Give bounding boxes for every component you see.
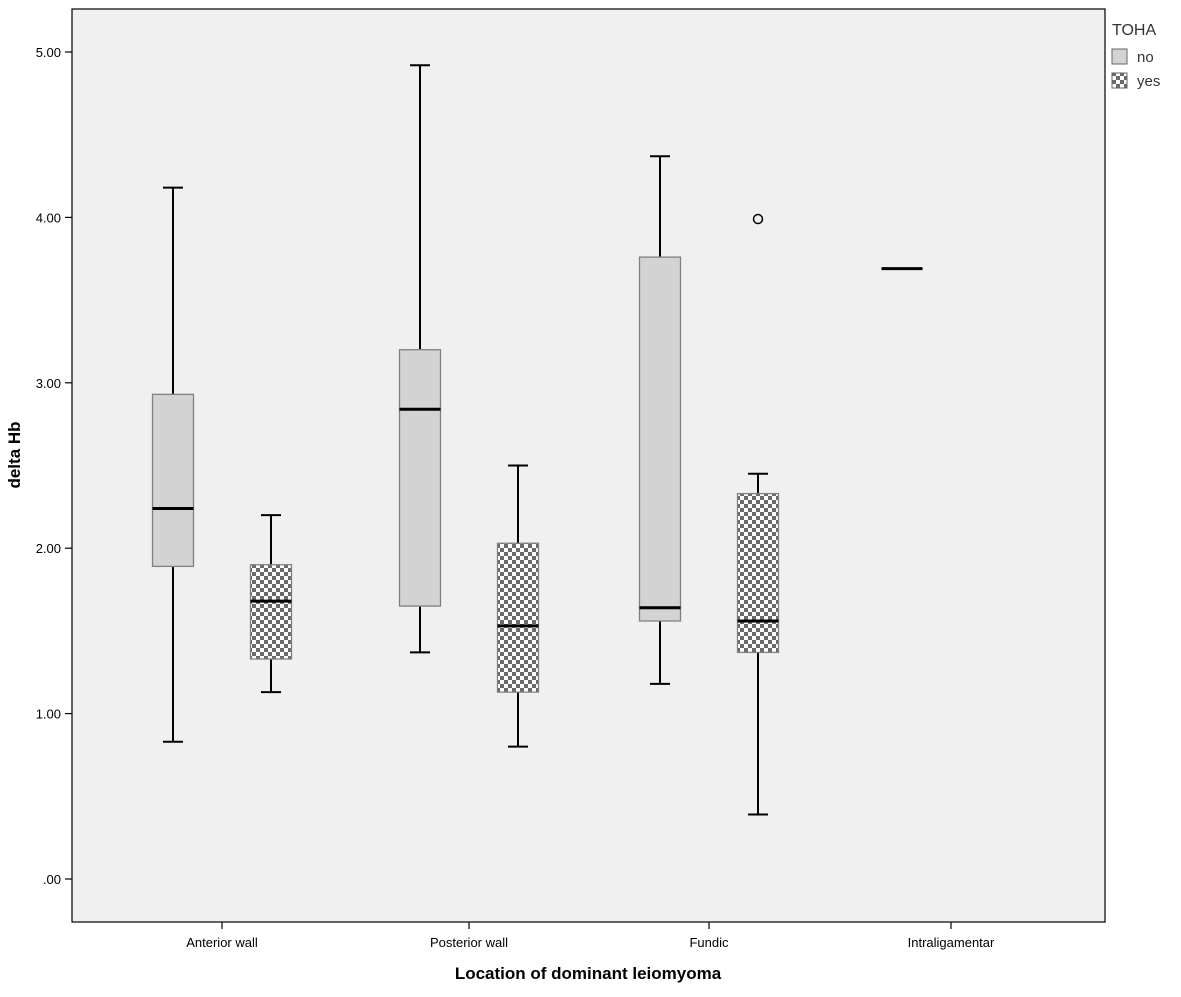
box-yes bbox=[496, 542, 540, 693]
box-yes bbox=[736, 492, 780, 654]
x-tick-label: Intraligamentar bbox=[908, 935, 995, 950]
box-no bbox=[638, 256, 682, 622]
y-axis-label: delta Hb bbox=[5, 421, 24, 488]
y-tick-label: .00 bbox=[43, 872, 61, 887]
x-tick-label: Anterior wall bbox=[186, 935, 258, 950]
x-tick-label: Fundic bbox=[689, 935, 729, 950]
plot-area bbox=[71, 8, 1106, 923]
box-no bbox=[151, 393, 195, 568]
legend-swatch-no bbox=[1111, 48, 1128, 65]
y-tick-label: 1.00 bbox=[36, 707, 61, 722]
y-tick-label: 3.00 bbox=[36, 376, 61, 391]
box-group bbox=[151, 64, 923, 816]
legend-label-no: no bbox=[1137, 49, 1154, 66]
legend-swatch-yes bbox=[1111, 72, 1128, 89]
y-tick-label: 4.00 bbox=[36, 210, 61, 225]
legend-label-yes: yes bbox=[1137, 73, 1160, 90]
box-yes bbox=[249, 564, 293, 660]
x-tick-label: Posterior wall bbox=[430, 935, 508, 950]
x-axis-label: Location of dominant leiomyoma bbox=[455, 964, 722, 983]
y-tick-label: 2.00 bbox=[36, 541, 61, 556]
y-axis: .00 1.00 2.00 3.00 4.00 5.00 bbox=[36, 45, 72, 887]
box-no bbox=[398, 349, 442, 607]
x-axis: Anterior wall Posterior wall Fundic Intrali… bbox=[186, 922, 995, 950]
y-tick-label: 5.00 bbox=[36, 45, 61, 60]
legend-title: TOHA bbox=[1112, 22, 1156, 39]
legend: TOHA no yes bbox=[1111, 22, 1160, 90]
outlier-point bbox=[752, 213, 764, 225]
